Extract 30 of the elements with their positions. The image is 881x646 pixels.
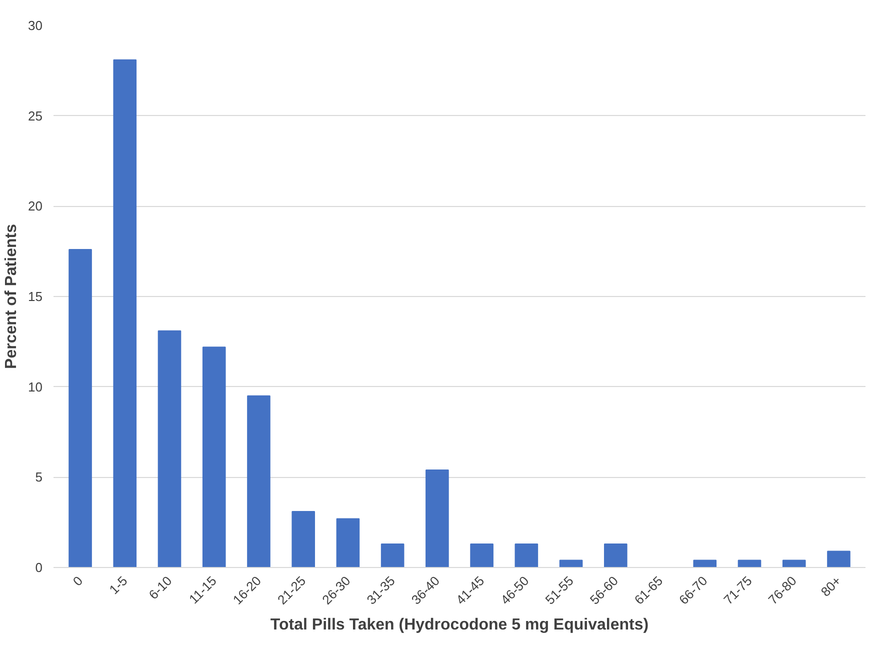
bar bbox=[470, 544, 494, 568]
x-axis-title: Total Pills Taken (Hydrocodone 5 mg Equivalents) bbox=[270, 616, 649, 634]
bar bbox=[693, 560, 717, 568]
bar bbox=[604, 544, 628, 568]
bar bbox=[113, 59, 137, 568]
y-tick-label: 30 bbox=[28, 18, 43, 33]
bar bbox=[158, 330, 182, 568]
bar bbox=[514, 544, 538, 568]
x-tick-label: 80+ bbox=[818, 573, 844, 600]
y-tick-label: 25 bbox=[28, 108, 43, 124]
bar bbox=[827, 550, 850, 568]
bar bbox=[336, 518, 360, 568]
bar bbox=[292, 510, 315, 568]
y-tick-label: 15 bbox=[28, 289, 43, 304]
bar bbox=[68, 249, 92, 568]
x-tick-label: 0 bbox=[70, 573, 86, 589]
y-tick-label: 0 bbox=[35, 560, 43, 575]
y-tick-label: 20 bbox=[28, 198, 43, 214]
bar bbox=[380, 544, 404, 568]
bar bbox=[559, 560, 583, 568]
y-tick-label: 10 bbox=[28, 379, 43, 394]
bar bbox=[247, 395, 270, 568]
bar bbox=[782, 560, 806, 568]
bar bbox=[426, 469, 449, 568]
y-tick-label: 5 bbox=[35, 470, 43, 485]
x-tick-label: 1-5 bbox=[106, 573, 130, 598]
bar bbox=[202, 346, 226, 568]
bar bbox=[738, 560, 762, 568]
x-tick-label: 6-10 bbox=[146, 573, 175, 602]
y-axis-title: Percent of Patients bbox=[3, 224, 20, 369]
